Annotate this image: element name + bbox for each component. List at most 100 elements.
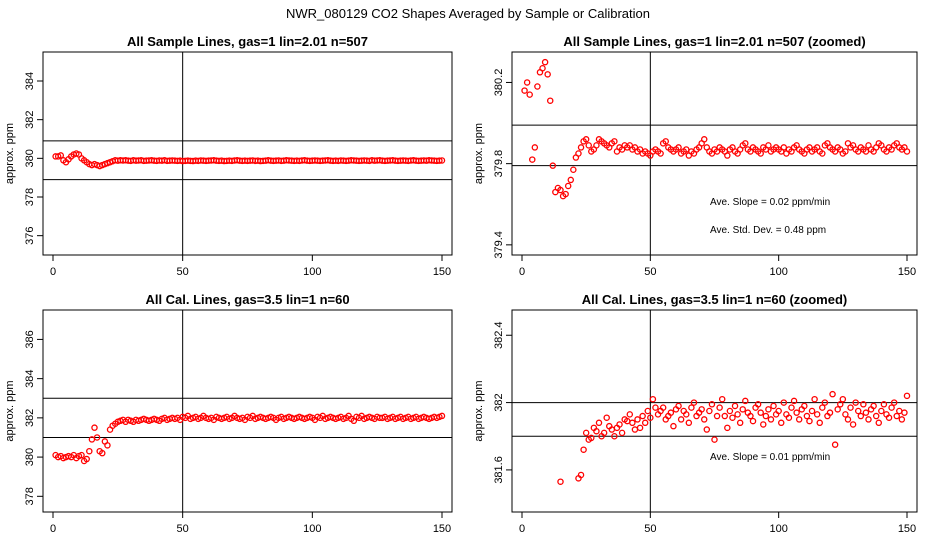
data-point [575,150,582,157]
data-point [847,404,854,411]
data-point [659,404,667,411]
data-point [546,97,554,104]
data-point [539,64,546,72]
data-point [564,182,572,190]
data-point [724,152,731,159]
data-point [829,390,836,398]
data-point [844,416,852,423]
data-point [593,142,600,149]
y-tick-label: 378 [24,487,36,505]
data-point [793,409,800,416]
y-tick-label: 384 [24,369,36,387]
data-point [821,399,829,406]
data-point [742,397,749,405]
data-point [842,411,849,418]
data-point [724,424,731,432]
data-point [611,138,618,145]
data-point [652,404,659,411]
data-point [603,414,610,421]
x-tick-label: 50 [177,523,189,535]
data-point [438,157,446,164]
plot-frame [42,309,453,513]
data-point [770,402,777,410]
annotation-text: Ave. Std. Dev. = 0.48 ppm [710,225,826,236]
x-tick-label: 100 [769,266,787,278]
data-point [742,140,749,147]
data-point [685,419,693,427]
data-point [716,404,723,411]
data-point [795,416,803,423]
data-point [595,419,603,427]
x-tick-label: 0 [519,266,525,278]
data-point [438,412,446,420]
panel-2: All Sample Lines, gas=1 lin=2.01 n=507 (… [473,34,918,278]
data-point [760,421,767,428]
x-tick-label: 50 [177,266,189,278]
data-point [878,407,885,415]
x-tick-label: 100 [303,266,321,278]
data-point [713,412,721,420]
data-point [667,409,675,416]
panel-title: All Cal. Lines, gas=3.5 lin=1 n=60 (zoom… [582,292,848,307]
data-point [641,419,649,427]
data-point [708,401,716,408]
y-tick-label: 379.4 [493,231,505,259]
data-point [93,434,101,441]
y-axis-label: approx. ppm [4,123,16,184]
data-point [718,395,726,403]
x-tick-label: 50 [644,523,656,535]
x-tick-label: 0 [519,523,525,535]
data-point [706,407,713,415]
data-point [577,471,585,479]
data-point [834,406,841,413]
plot-frame [511,51,918,256]
data-point [803,412,811,420]
y-axis-label: approx. ppm [473,123,485,184]
data-point [104,442,111,449]
data-point [898,416,906,423]
data-point [839,395,847,403]
data-point [862,409,870,416]
y-tick-label: 384 [24,72,36,90]
data-point [616,421,623,428]
data-point [657,150,664,157]
data-point [711,436,718,443]
data-point [562,190,569,198]
data-point [903,148,911,155]
data-point [819,404,826,411]
plot-frame [511,309,918,513]
data-point [780,144,788,151]
data-point [880,401,888,408]
data-point [816,419,823,427]
data-point [762,412,770,420]
data-point [749,417,757,425]
data-point [875,419,883,427]
data-point [703,426,711,433]
data-point [593,427,600,435]
data-point [436,157,443,164]
data-points [521,58,911,200]
data-point [765,142,772,149]
y-tick-label: 379.8 [493,150,505,178]
annotation-text: Ave. Slope = 0.01 ppm/min [710,452,830,463]
data-point [698,406,705,413]
y-tick-label: 382 [24,110,36,128]
data-point [872,412,880,420]
data-point [857,412,865,420]
y-tick-label: 380 [24,149,36,167]
data-point [865,416,872,423]
data-point [736,419,744,427]
data-point [808,407,816,415]
data-point [747,412,754,420]
data-point [683,411,690,418]
data-point [811,395,818,403]
data-point [600,429,608,437]
data-point [806,417,813,425]
x-tick-label: 150 [433,266,451,278]
data-points [52,412,446,465]
data-point [580,446,587,453]
data-point [893,412,900,420]
data-point [826,409,834,416]
x-tick-label: 150 [433,523,451,535]
